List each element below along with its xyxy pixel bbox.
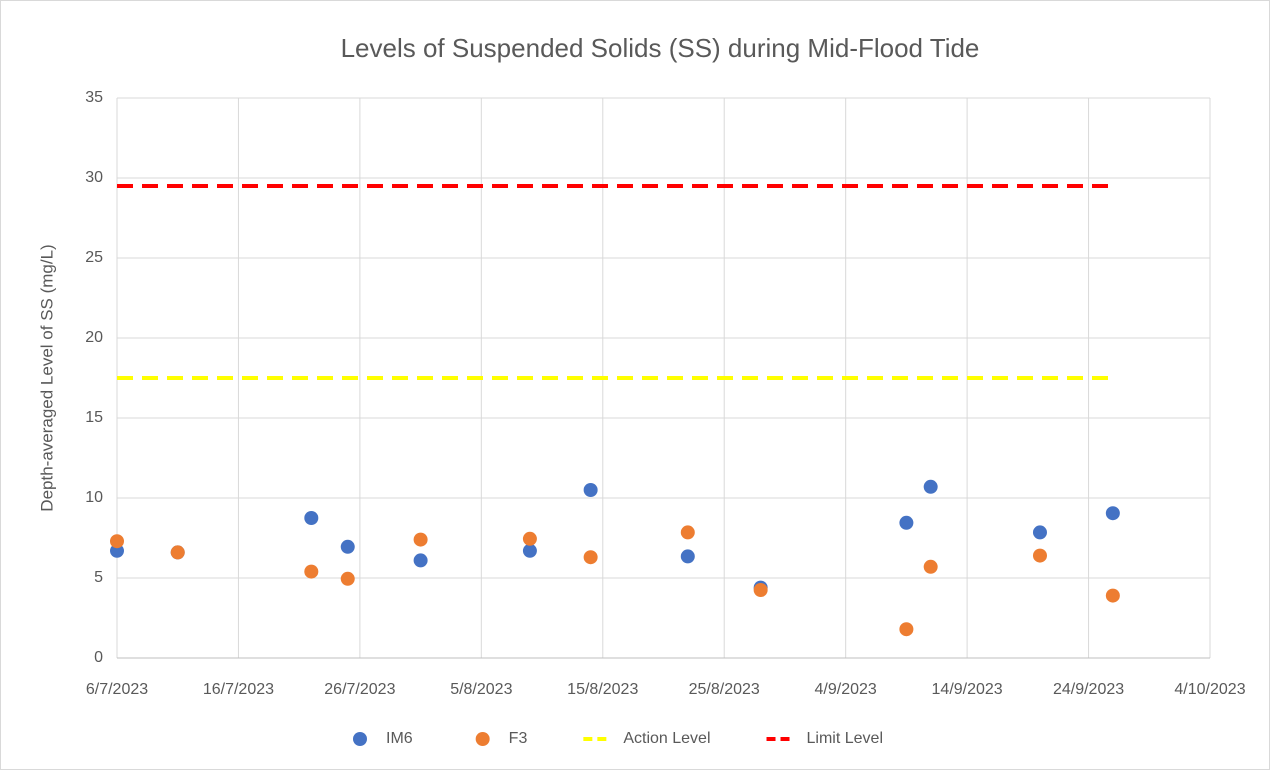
y-tick-label: 35 — [85, 89, 103, 106]
y-tick-label: 5 — [94, 569, 103, 586]
point — [583, 483, 598, 497]
x-tick-label: 15/8/2023 — [567, 681, 638, 698]
point — [340, 571, 355, 586]
point — [923, 559, 938, 574]
legend-marker — [353, 732, 367, 746]
point — [753, 583, 768, 597]
x-tick-label: 5/8/2023 — [450, 681, 512, 698]
point — [170, 545, 185, 560]
y-tick-label: 10 — [85, 489, 103, 506]
point — [583, 550, 598, 565]
point — [1032, 548, 1047, 563]
point — [680, 525, 695, 540]
x-tick-label: 14/9/2023 — [932, 681, 1003, 698]
x-tick-label: 4/10/2023 — [1174, 681, 1245, 698]
y-tick-label: 15 — [85, 409, 103, 426]
chart-title: Levels of Suspended Solids (SS) during M… — [341, 33, 980, 63]
y-tick-label: 0 — [94, 649, 103, 666]
y-axis-label: Depth-averaged Level of SS (mg/L) — [37, 244, 56, 511]
point — [413, 553, 428, 568]
y-tick-label: 20 — [85, 329, 103, 346]
x-tick-label: 26/7/2023 — [324, 681, 395, 698]
x-tick-label: 16/7/2023 — [203, 681, 274, 698]
point — [1105, 588, 1120, 603]
x-tick-label: 24/9/2023 — [1053, 681, 1124, 698]
point — [923, 479, 938, 494]
point — [899, 622, 914, 637]
point — [1105, 506, 1120, 521]
x-tick-label: 6/7/2023 — [86, 681, 148, 698]
legend-label: Limit Level — [807, 730, 883, 747]
point — [413, 532, 428, 547]
point — [522, 531, 537, 546]
point — [1032, 525, 1047, 540]
legend-label: Action Level — [623, 730, 710, 747]
point — [110, 534, 124, 549]
point — [304, 564, 319, 579]
x-tick-label: 4/9/2023 — [815, 681, 877, 698]
point — [899, 515, 914, 530]
point — [340, 539, 355, 554]
y-tick-label: 25 — [85, 249, 103, 266]
legend-label: F3 — [509, 730, 528, 747]
point — [522, 543, 537, 558]
point — [110, 543, 124, 558]
x-tick-label: 25/8/2023 — [689, 681, 760, 698]
point — [304, 511, 319, 525]
y-tick-label: 30 — [85, 169, 103, 186]
point — [680, 549, 695, 564]
legend-marker — [475, 732, 490, 746]
legend-label: IM6 — [386, 730, 413, 747]
